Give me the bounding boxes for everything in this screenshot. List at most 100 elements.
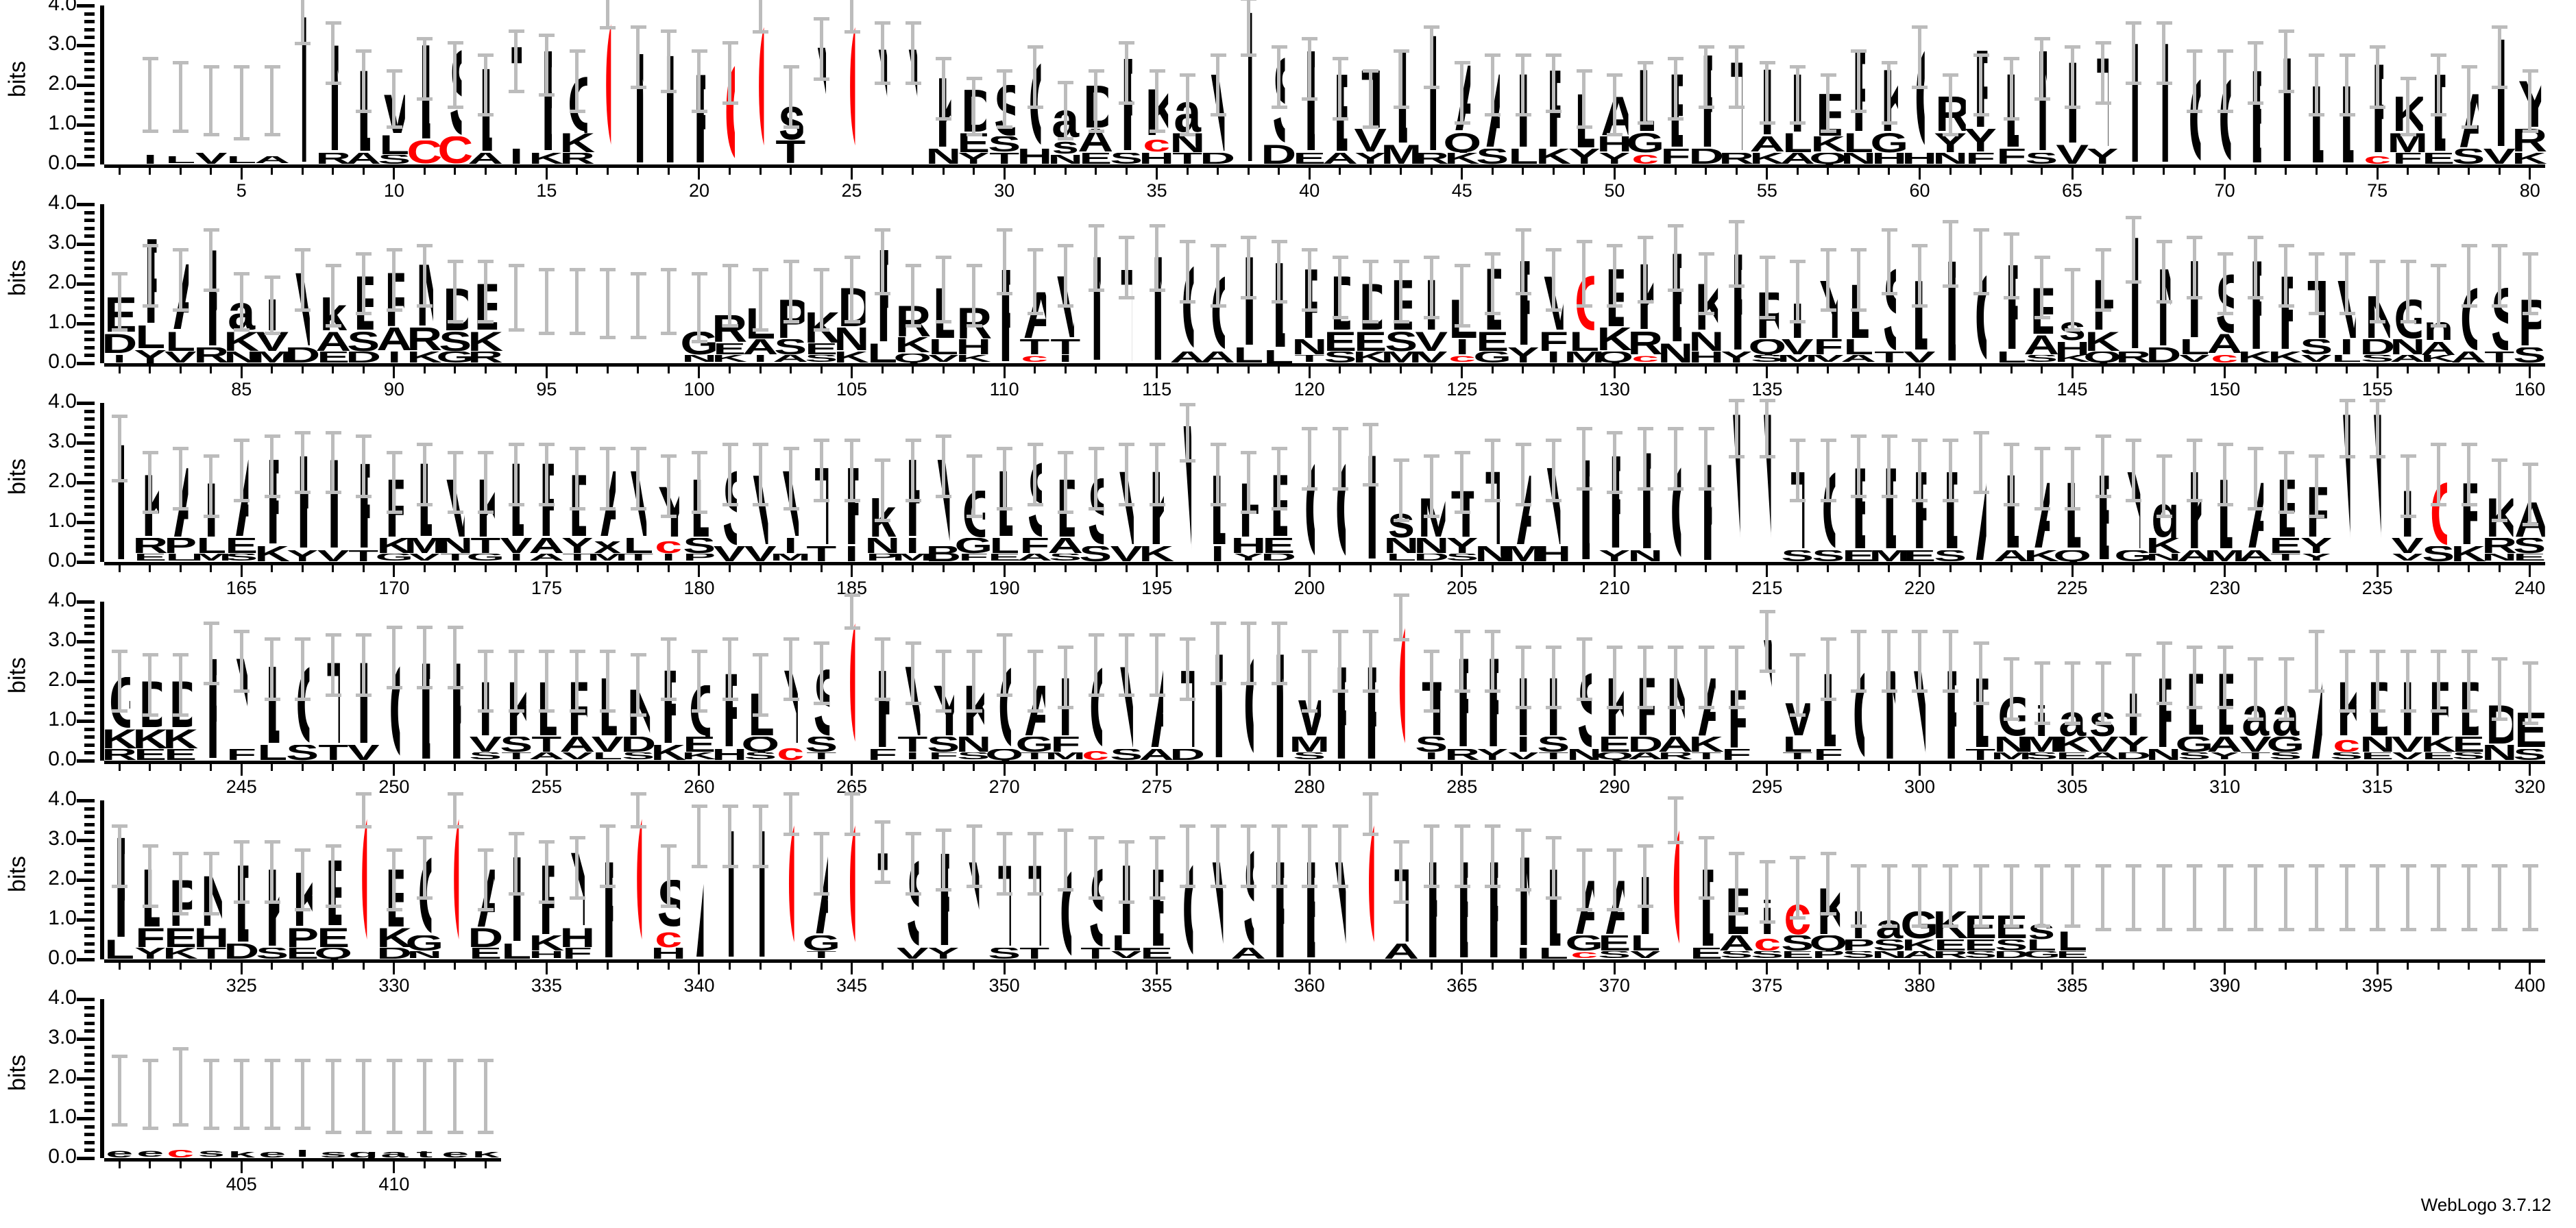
error-bar xyxy=(722,637,738,701)
residue-stack-letters: Y xyxy=(867,47,898,164)
error-bar xyxy=(2065,45,2081,109)
error-bar xyxy=(691,450,707,515)
residue-stack: TI xyxy=(501,5,532,164)
error-bar-cap-bottom xyxy=(2278,511,2294,515)
residue-stack: Y xyxy=(806,5,837,164)
residue-stack-letters: TI xyxy=(501,45,532,164)
error-bar xyxy=(325,264,341,328)
x-axis-minor-tick xyxy=(2407,367,2409,373)
residue-stack: L xyxy=(165,5,196,164)
error-bar xyxy=(112,415,128,482)
error-bar-cap-bottom xyxy=(2034,316,2050,320)
error-bar-cap-bottom xyxy=(2492,85,2508,89)
error-bar xyxy=(2339,53,2355,117)
error-bar-cap-top xyxy=(1759,609,1775,613)
error-bar xyxy=(2461,443,2477,506)
error-bar-cap-bottom xyxy=(1820,698,1836,701)
x-axis-minor-tick xyxy=(362,168,365,175)
error-bar-cap-top xyxy=(386,450,402,454)
x-axis-minor-tick xyxy=(1644,565,1647,572)
error-bar xyxy=(203,622,219,685)
error-bar-cap-bottom xyxy=(691,864,707,868)
x-axis-minor-tick xyxy=(1400,168,1402,175)
error-bar xyxy=(142,57,158,133)
residue-letter: E xyxy=(2250,69,2261,164)
error-bar-cap-bottom xyxy=(1912,689,1928,693)
error-bar xyxy=(1088,224,1104,292)
residue-letter: K xyxy=(1444,152,1480,164)
error-bar xyxy=(2248,657,2264,721)
x-axis-minor-tick xyxy=(210,963,212,970)
error-bar-cap-top xyxy=(1943,220,1958,224)
error-bar-cap-top xyxy=(1424,824,1440,828)
error-bar xyxy=(508,649,524,713)
error-bar-cap-bottom xyxy=(2217,109,2233,113)
error-bar-cap-top xyxy=(1058,450,1074,454)
error-bar-cap-bottom xyxy=(386,125,402,129)
x-axis-minor-tick xyxy=(1034,764,1036,771)
error-bar xyxy=(1454,629,1470,693)
residue-letter: C xyxy=(437,136,473,164)
y-axis-tick-label: 3.0 xyxy=(48,827,77,850)
error-bar xyxy=(2095,247,2111,312)
error-bar-cap-bottom xyxy=(386,908,402,912)
error-bar-cap-bottom xyxy=(2034,924,2050,928)
x-axis-minor-tick xyxy=(454,168,457,175)
error-bar xyxy=(2065,267,2081,332)
error-bar xyxy=(2461,863,2477,932)
error-bar xyxy=(661,637,677,701)
error-bar-cap-top xyxy=(1332,629,1348,633)
x-axis-minor-tick xyxy=(2163,764,2165,771)
error-bar-cap-bottom xyxy=(1576,908,1592,912)
x-axis-minor-tick xyxy=(1217,963,1219,970)
error-bar-cap-bottom xyxy=(2339,455,2355,459)
error-bar xyxy=(1943,73,1958,137)
y-axis-minor-tick xyxy=(84,1061,95,1065)
residue-letter: I xyxy=(509,148,523,164)
error-bar-cap-bottom xyxy=(1729,455,1745,459)
error-bar-cap-bottom xyxy=(2278,304,2294,308)
residue-stack: L xyxy=(2331,5,2362,164)
x-axis-minor-tick xyxy=(820,764,823,771)
error-bar xyxy=(447,625,463,689)
error-bar-cap-bottom xyxy=(1973,924,1989,928)
residue-letter: G xyxy=(2219,77,2231,164)
error-bar-cap-top xyxy=(2248,236,2264,240)
x-axis-minor-tick xyxy=(210,764,212,771)
x-axis-major-tick xyxy=(1156,168,1158,180)
residue-stack-letters: L xyxy=(165,156,196,164)
error-bar-cap-top xyxy=(661,637,677,641)
residue-letter: G xyxy=(1625,132,1664,153)
error-bar-cap-bottom xyxy=(2095,721,2111,725)
x-axis-minor-tick xyxy=(1735,367,1738,373)
x-axis-minor-tick xyxy=(1644,764,1647,771)
error-bar xyxy=(508,832,524,896)
x-axis: 165 170 175 180 185 190 195 200 205 210 215 220 225 2… xyxy=(104,565,2545,598)
x-axis-minor-tick xyxy=(1339,764,1341,771)
error-bar-cap-bottom xyxy=(1180,133,1196,137)
error-bar xyxy=(783,260,799,323)
error-bar-cap-top xyxy=(112,1055,128,1059)
error-bar-cap-bottom xyxy=(1149,502,1165,506)
x-axis-major-tick xyxy=(698,963,701,974)
x-axis-minor-tick xyxy=(2437,168,2440,175)
error-bar-cap-bottom xyxy=(1851,924,1867,928)
error-bar-cap-top xyxy=(1058,244,1074,248)
x-axis-minor-tick xyxy=(118,367,121,373)
error-bar xyxy=(569,836,585,900)
error-bar xyxy=(2309,863,2325,932)
x-axis-minor-tick xyxy=(2041,963,2043,970)
x-axis-minor-tick xyxy=(210,168,212,175)
residue-letter: Y xyxy=(2086,148,2119,164)
residue-letter: L xyxy=(2340,85,2354,164)
error-bar xyxy=(447,450,463,515)
error-bar-cap-bottom xyxy=(1790,320,1806,323)
x-axis-minor-tick xyxy=(1644,367,1647,373)
x-axis-minor-tick xyxy=(2254,367,2257,373)
error-bar xyxy=(722,804,738,868)
error-bar-cap-top xyxy=(264,1059,280,1063)
error-bar-cap-bottom xyxy=(1698,896,1714,900)
error-bar-cap-bottom xyxy=(1363,689,1379,693)
x-axis-minor-tick xyxy=(2407,963,2409,970)
residue-letter: D xyxy=(1200,152,1236,164)
